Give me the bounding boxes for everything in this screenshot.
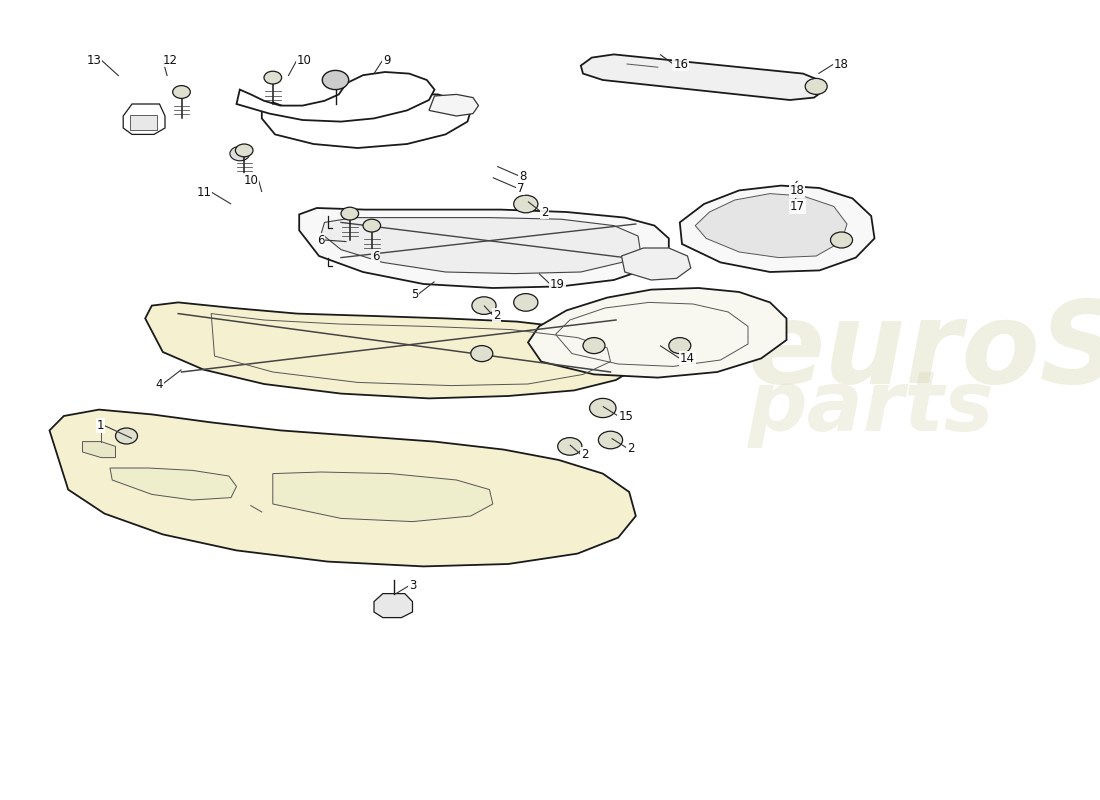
- Circle shape: [514, 294, 538, 311]
- Circle shape: [363, 219, 381, 232]
- Circle shape: [472, 297, 496, 314]
- Text: 13: 13: [86, 54, 101, 66]
- Circle shape: [830, 232, 852, 248]
- Bar: [130, 115, 157, 130]
- Circle shape: [583, 338, 605, 354]
- Circle shape: [235, 144, 253, 157]
- Text: 11: 11: [196, 186, 211, 198]
- Text: 6: 6: [317, 234, 324, 246]
- Text: 18: 18: [790, 184, 805, 197]
- Polygon shape: [110, 468, 236, 500]
- Circle shape: [322, 70, 349, 90]
- Text: 2: 2: [493, 309, 500, 322]
- Polygon shape: [123, 104, 165, 134]
- Circle shape: [590, 398, 616, 418]
- Text: 2: 2: [627, 442, 635, 454]
- Text: 6: 6: [372, 250, 379, 262]
- Polygon shape: [321, 218, 640, 274]
- Polygon shape: [374, 594, 412, 618]
- Polygon shape: [236, 72, 434, 122]
- Text: 3: 3: [409, 579, 417, 592]
- Circle shape: [173, 86, 190, 98]
- Circle shape: [264, 71, 282, 84]
- Circle shape: [669, 338, 691, 354]
- Text: 1: 1: [97, 419, 104, 432]
- Polygon shape: [528, 288, 786, 378]
- Text: 8: 8: [519, 170, 527, 182]
- Text: 14: 14: [680, 352, 695, 365]
- Polygon shape: [695, 194, 847, 258]
- Circle shape: [230, 146, 250, 161]
- Text: 4: 4: [155, 378, 163, 390]
- Text: 17: 17: [790, 200, 805, 213]
- Text: a passion for parts since 1985: a passion for parts since 1985: [110, 460, 422, 545]
- Text: 10: 10: [297, 54, 312, 66]
- Text: 15: 15: [618, 410, 634, 422]
- Polygon shape: [581, 54, 825, 100]
- Polygon shape: [50, 410, 636, 566]
- Circle shape: [805, 78, 827, 94]
- Text: 19: 19: [550, 278, 565, 290]
- Polygon shape: [299, 208, 669, 288]
- Text: 5: 5: [410, 288, 418, 301]
- Text: 2: 2: [541, 206, 549, 218]
- Text: 7: 7: [517, 182, 525, 194]
- Text: parts: parts: [748, 367, 994, 449]
- Circle shape: [514, 195, 538, 213]
- Circle shape: [471, 346, 493, 362]
- Text: 2: 2: [581, 448, 589, 461]
- Text: 10: 10: [243, 174, 258, 186]
- Polygon shape: [429, 94, 478, 116]
- Circle shape: [558, 438, 582, 455]
- Circle shape: [598, 431, 623, 449]
- Polygon shape: [273, 472, 493, 522]
- Polygon shape: [262, 94, 471, 148]
- Polygon shape: [621, 248, 691, 280]
- Text: 16: 16: [673, 58, 689, 70]
- Polygon shape: [145, 302, 638, 398]
- Circle shape: [341, 207, 359, 220]
- Text: 12: 12: [163, 54, 178, 66]
- Circle shape: [116, 428, 138, 444]
- Text: 18: 18: [834, 58, 849, 70]
- Text: 9: 9: [383, 54, 390, 66]
- Text: euroS: euroS: [748, 297, 1100, 407]
- Polygon shape: [82, 442, 116, 458]
- Polygon shape: [680, 186, 874, 272]
